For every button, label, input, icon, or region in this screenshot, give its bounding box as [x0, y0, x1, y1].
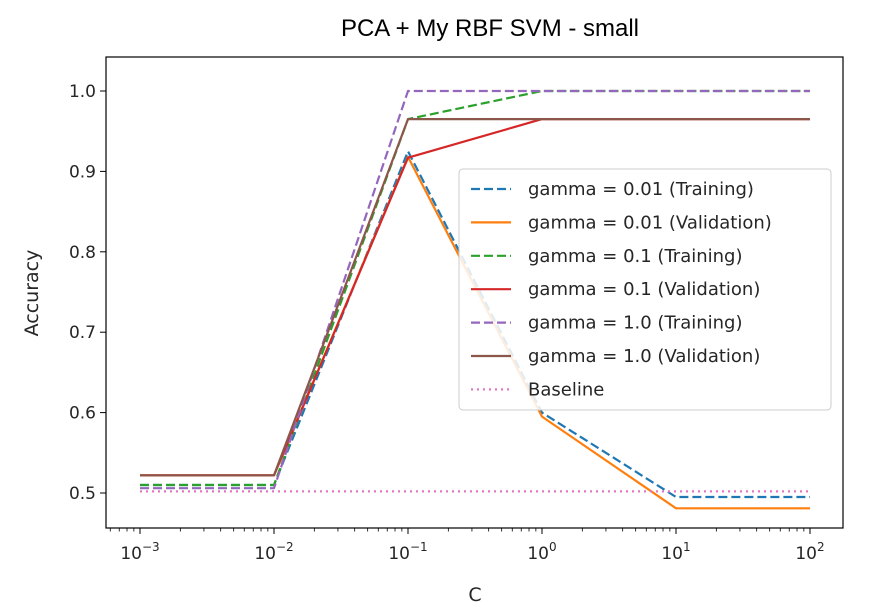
- legend-label: gamma = 1.0 (Validation): [528, 346, 760, 367]
- legend: gamma = 0.01 (Training) gamma = 0.01 (Val…: [458, 168, 832, 411]
- y-tick-label: 0.8: [69, 243, 96, 263]
- y-tick-label: 0.9: [69, 162, 96, 182]
- x-tick-label: 101: [661, 540, 690, 564]
- y-tick-label: 0.5: [69, 484, 96, 504]
- x-axis-label: C: [468, 584, 481, 606]
- x-tick-base: 10: [120, 544, 142, 564]
- plot-frame: [105, 56, 844, 529]
- x-tick-exponent: 1: [683, 540, 691, 554]
- y-tick-label: 1.0: [69, 82, 96, 102]
- x-tick-label: 102: [795, 540, 824, 564]
- x-tick-label: 10−1: [388, 540, 427, 564]
- y-tick-label: 0.6: [69, 404, 96, 424]
- x-tick-label: 100: [527, 540, 556, 564]
- legend-label: gamma = 1.0 (Training): [528, 313, 743, 334]
- x-tick-base: 10: [795, 544, 817, 564]
- series-layer: [140, 89, 810, 510]
- x-tick-exponent: 0: [549, 540, 557, 554]
- x-tick-base: 10: [661, 544, 683, 564]
- series-line-6: [140, 117, 810, 477]
- legend-label: gamma = 0.1 (Training): [528, 246, 743, 267]
- legend-label: Baseline: [528, 379, 604, 400]
- x-tick-base: 10: [527, 544, 549, 564]
- legend-label: gamma = 0.1 (Validation): [528, 279, 760, 300]
- y-axis-label: Accuracy: [21, 250, 43, 337]
- x-tick-label: 10−3: [120, 540, 159, 564]
- legend-box: [458, 168, 832, 411]
- y-axis: 0.5 0.6 0.7 0.8 0.9 1.0: [69, 82, 106, 504]
- y-tick-label: 0.7: [69, 323, 96, 343]
- x-tick-label: 10−2: [254, 540, 293, 564]
- chart-title: PCA + My RBF SVM - small: [341, 15, 639, 42]
- x-tick-exponent: −1: [410, 540, 428, 554]
- x-tick-base: 10: [388, 544, 410, 564]
- x-tick-exponent: −3: [142, 540, 160, 554]
- legend-label: gamma = 0.01 (Validation): [528, 212, 772, 233]
- series-line-3: [140, 89, 810, 487]
- x-tick-exponent: 2: [817, 540, 825, 554]
- legend-label: gamma = 0.01 (Training): [528, 179, 754, 200]
- x-axis: 10−3 10−2 10−1 100 101 102: [109, 528, 825, 564]
- x-tick-base: 10: [254, 544, 276, 564]
- x-tick-exponent: −2: [276, 540, 294, 554]
- series-line-5: [140, 89, 810, 490]
